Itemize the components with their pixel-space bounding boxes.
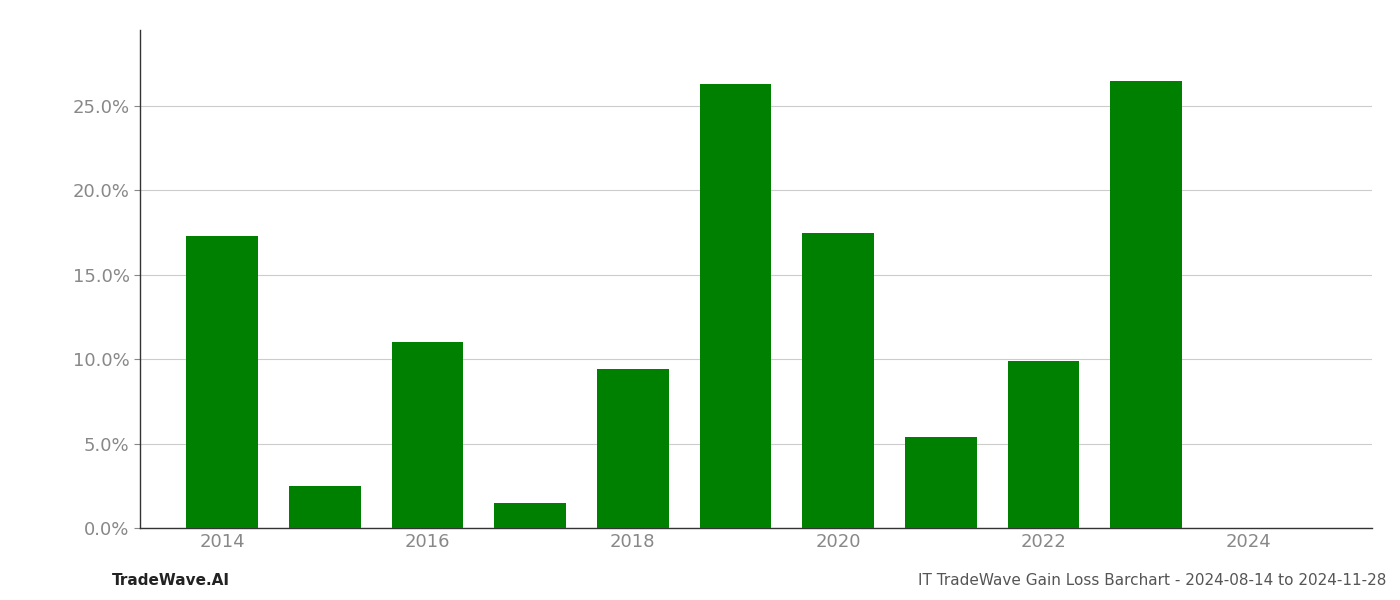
Bar — [288, 486, 361, 528]
Bar — [904, 437, 977, 528]
Text: TradeWave.AI: TradeWave.AI — [112, 573, 230, 588]
Bar — [1110, 80, 1182, 528]
Bar — [802, 233, 874, 528]
Bar — [596, 370, 669, 528]
Bar — [186, 236, 258, 528]
Bar — [392, 343, 463, 528]
Bar — [1008, 361, 1079, 528]
Bar — [494, 503, 566, 528]
Bar — [700, 84, 771, 528]
Text: IT TradeWave Gain Loss Barchart - 2024-08-14 to 2024-11-28: IT TradeWave Gain Loss Barchart - 2024-0… — [917, 573, 1386, 588]
